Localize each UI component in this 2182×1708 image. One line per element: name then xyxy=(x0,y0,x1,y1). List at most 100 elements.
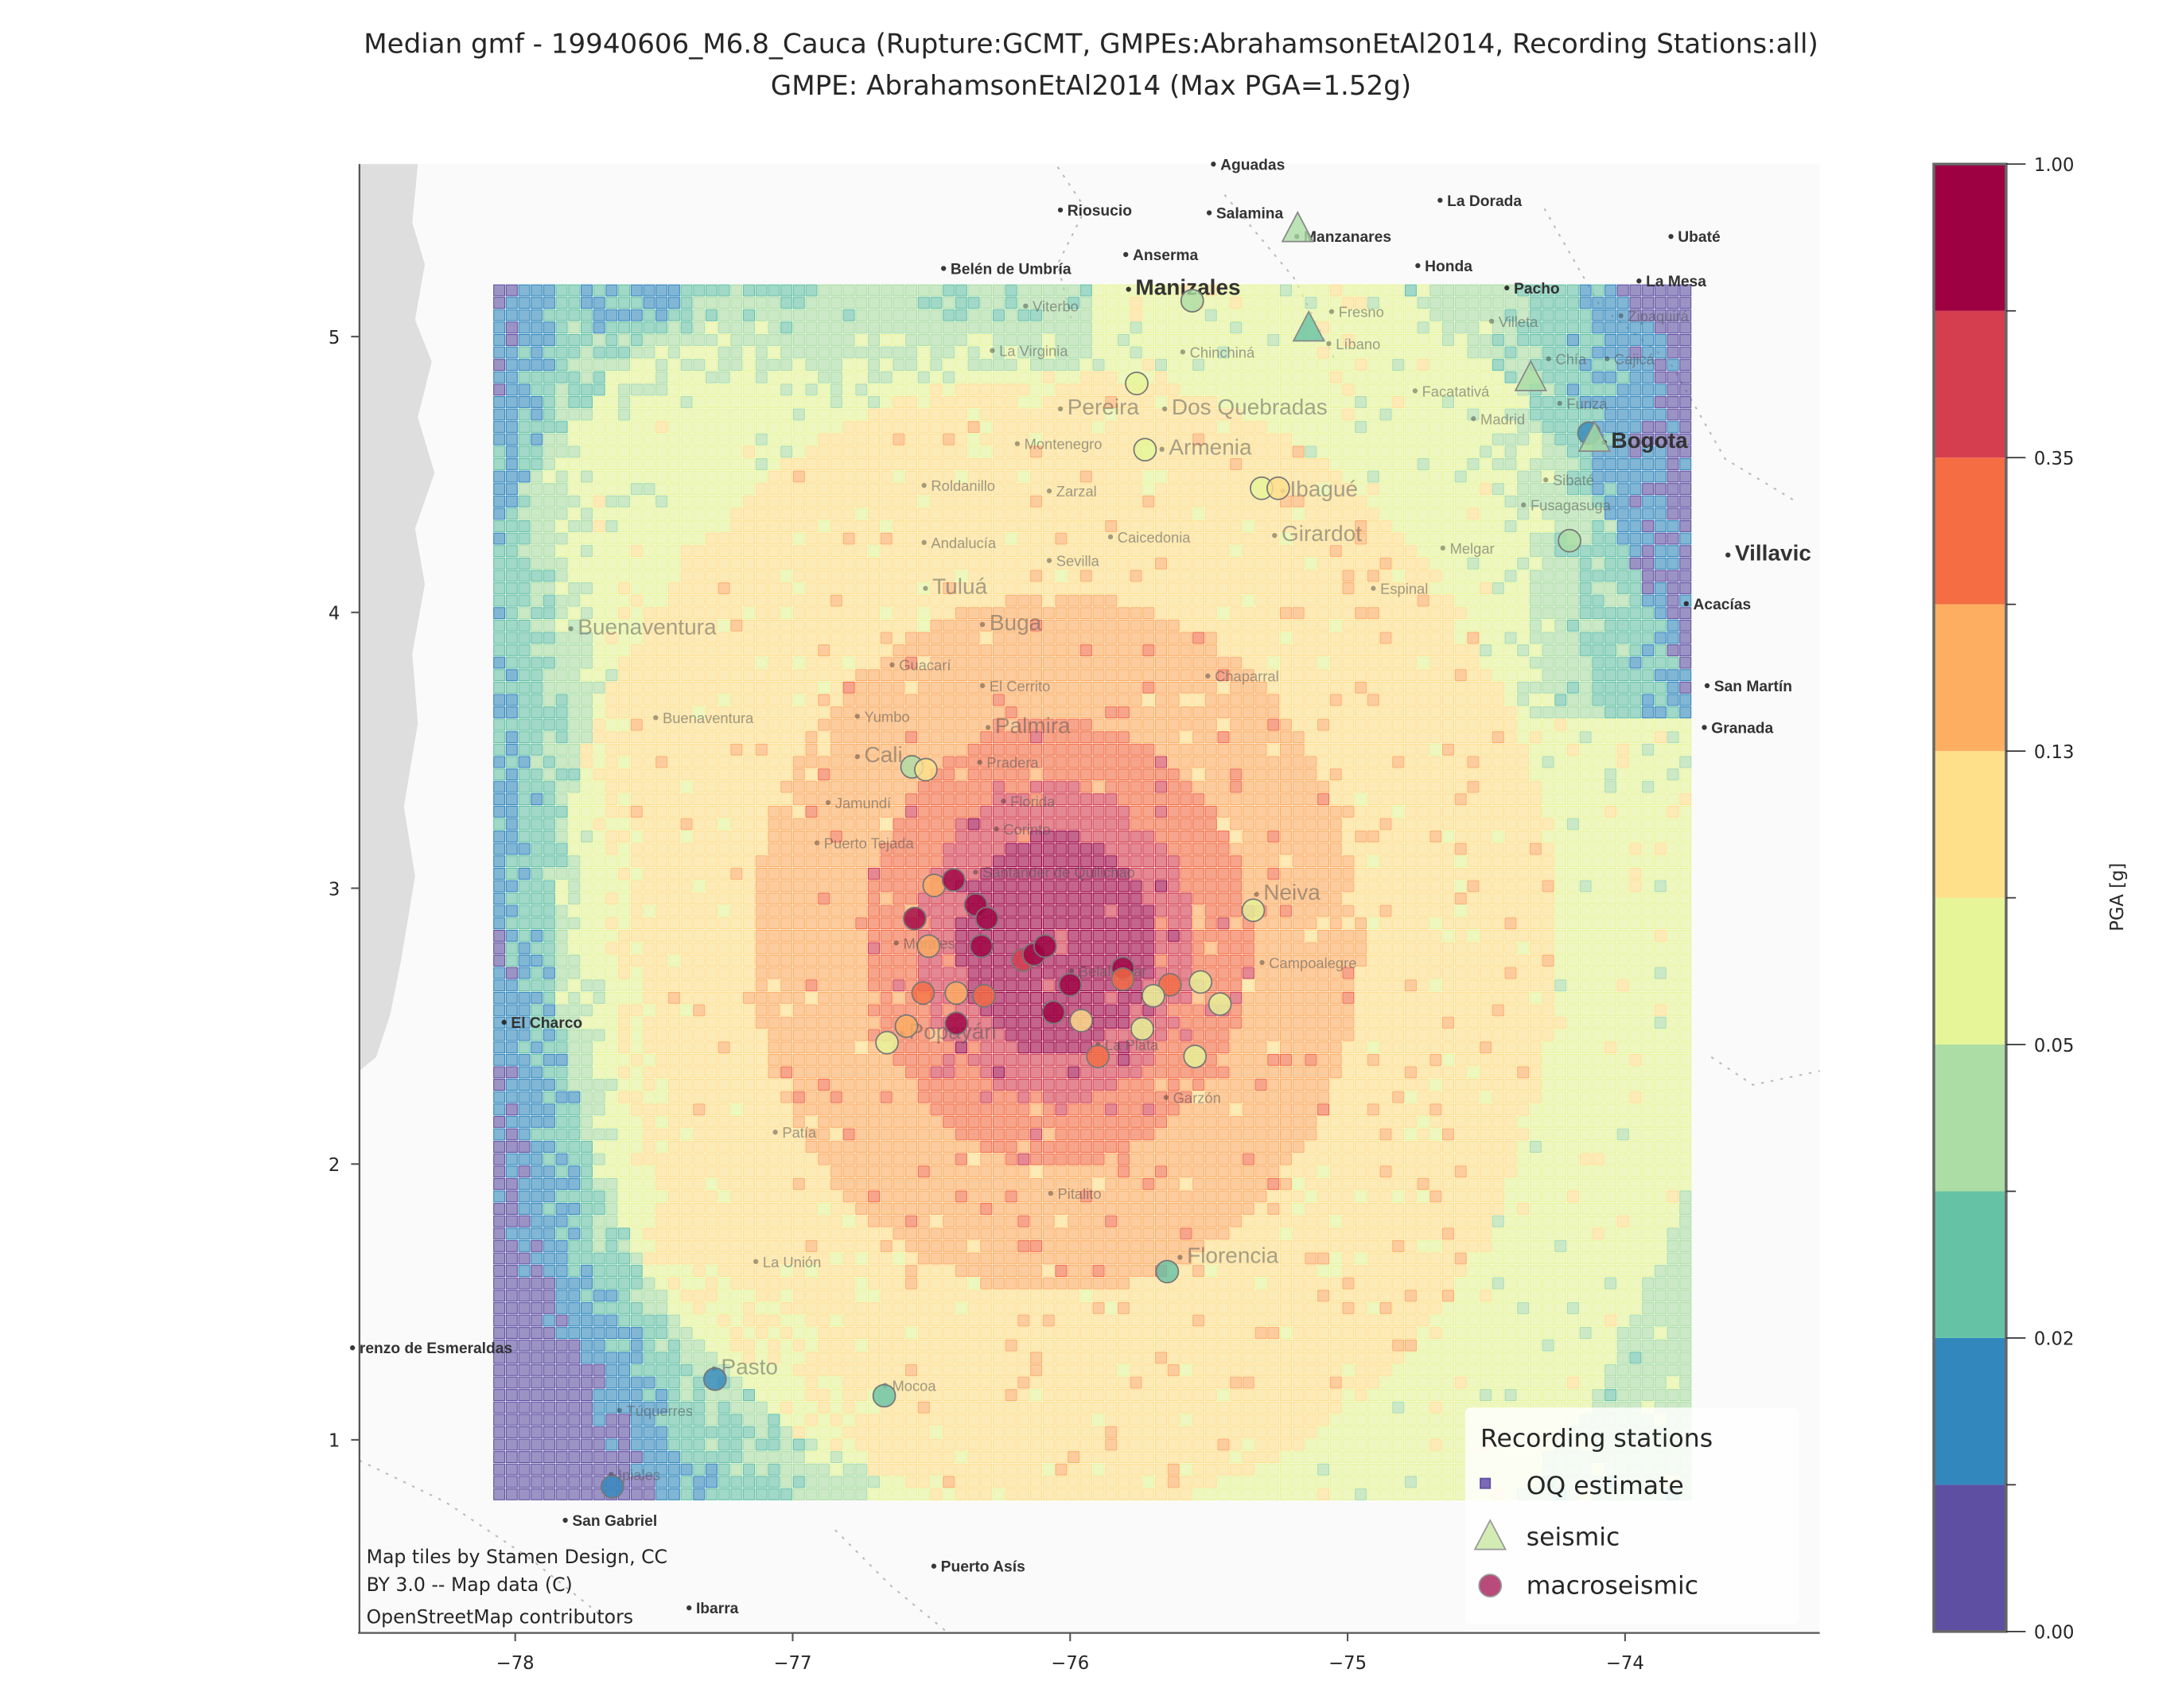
oq-cell xyxy=(605,967,618,979)
oq-cell xyxy=(505,929,518,942)
oq-cell xyxy=(730,818,743,831)
oq-cell xyxy=(605,1301,618,1314)
oq-cell xyxy=(917,1066,930,1079)
oq-cell xyxy=(518,929,531,942)
oq-cell xyxy=(855,1463,868,1476)
oq-cell xyxy=(630,818,643,831)
oq-cell xyxy=(868,297,880,309)
oq-cell xyxy=(1030,532,1043,545)
oq-cell xyxy=(568,880,581,893)
oq-cell xyxy=(1079,508,1092,520)
oq-cell xyxy=(792,1041,805,1054)
oq-cell xyxy=(593,706,605,718)
oq-cell xyxy=(630,1339,643,1352)
oq-cell xyxy=(842,557,855,570)
oq-cell xyxy=(1042,346,1055,359)
oq-cell xyxy=(980,1153,993,1165)
oq-cell xyxy=(1030,1017,1043,1029)
oq-cell xyxy=(1092,445,1105,458)
oq-cell xyxy=(805,1438,818,1451)
oq-cell xyxy=(905,1252,918,1265)
oq-cell xyxy=(780,1463,793,1476)
oq-cell xyxy=(655,867,668,880)
oq-cell xyxy=(580,694,593,706)
oq-cell xyxy=(893,917,905,930)
oq-cell xyxy=(868,1165,880,1178)
oq-cell xyxy=(743,1476,756,1488)
oq-cell xyxy=(1092,681,1105,694)
oq-cell xyxy=(643,818,655,831)
oq-cell xyxy=(1005,1079,1017,1091)
oq-cell xyxy=(842,1438,855,1451)
oq-cell xyxy=(868,1277,880,1290)
oq-cell xyxy=(518,681,531,694)
oq-cell xyxy=(1030,1153,1043,1165)
oq-cell xyxy=(718,1389,730,1402)
oq-cell xyxy=(1017,1177,1030,1190)
oq-cell xyxy=(630,780,643,793)
oq-cell xyxy=(605,1438,618,1451)
oq-cell xyxy=(743,905,756,917)
oq-cell xyxy=(555,842,568,855)
oq-cell xyxy=(855,991,868,1004)
oq-cell xyxy=(1068,433,1080,445)
oq-cell xyxy=(655,297,668,309)
oq-cell xyxy=(518,371,531,383)
oq-cell xyxy=(1079,706,1092,718)
oq-cell xyxy=(667,842,680,855)
oq-cell xyxy=(618,1053,631,1066)
oq-cell xyxy=(1017,1165,1030,1178)
oq-cell xyxy=(818,917,830,930)
oq-cell xyxy=(580,1103,593,1116)
oq-cell xyxy=(967,1141,980,1153)
oq-cell xyxy=(842,1352,855,1364)
oq-cell xyxy=(605,1141,618,1153)
oq-cell xyxy=(643,445,655,458)
oq-cell xyxy=(905,656,918,669)
oq-cell xyxy=(805,793,818,806)
oq-cell xyxy=(1005,408,1017,421)
oq-cell xyxy=(868,1426,880,1438)
oq-cell xyxy=(792,855,805,868)
oq-cell xyxy=(893,942,905,955)
oq-cell xyxy=(531,1215,543,1228)
oq-cell xyxy=(655,979,668,992)
oq-cell xyxy=(667,445,680,458)
oq-cell xyxy=(780,743,793,756)
oq-cell xyxy=(917,1488,930,1500)
oq-cell xyxy=(768,383,780,396)
oq-cell xyxy=(667,1314,680,1327)
oq-cell xyxy=(705,508,718,520)
oq-cell xyxy=(830,842,842,855)
oq-cell xyxy=(880,893,893,905)
oq-cell xyxy=(718,955,730,967)
oq-cell xyxy=(580,1203,593,1216)
oq-cell xyxy=(818,321,830,334)
oq-cell xyxy=(505,582,518,594)
oq-cell xyxy=(842,855,855,868)
oq-cell xyxy=(967,346,980,359)
oq-cell xyxy=(593,694,605,706)
oq-cell xyxy=(893,594,905,607)
oq-cell xyxy=(930,297,943,309)
oq-cell xyxy=(905,458,918,470)
oq-cell xyxy=(543,805,555,818)
oq-cell xyxy=(568,706,581,718)
oq-cell xyxy=(743,582,756,594)
oq-cell xyxy=(593,557,605,570)
oq-cell xyxy=(1117,1153,1130,1165)
oq-cell xyxy=(743,768,756,780)
oq-cell xyxy=(505,694,518,706)
oq-cell xyxy=(643,979,655,992)
oq-cell xyxy=(493,1203,506,1216)
oq-cell xyxy=(1092,545,1105,558)
oq-cell xyxy=(905,1153,918,1165)
oq-cell xyxy=(1092,1004,1105,1017)
oq-cell xyxy=(1005,842,1017,855)
oq-cell xyxy=(555,706,568,718)
oq-cell xyxy=(755,979,768,992)
oq-cell xyxy=(943,756,955,768)
oq-cell xyxy=(1030,694,1043,706)
oq-cell xyxy=(842,582,855,594)
